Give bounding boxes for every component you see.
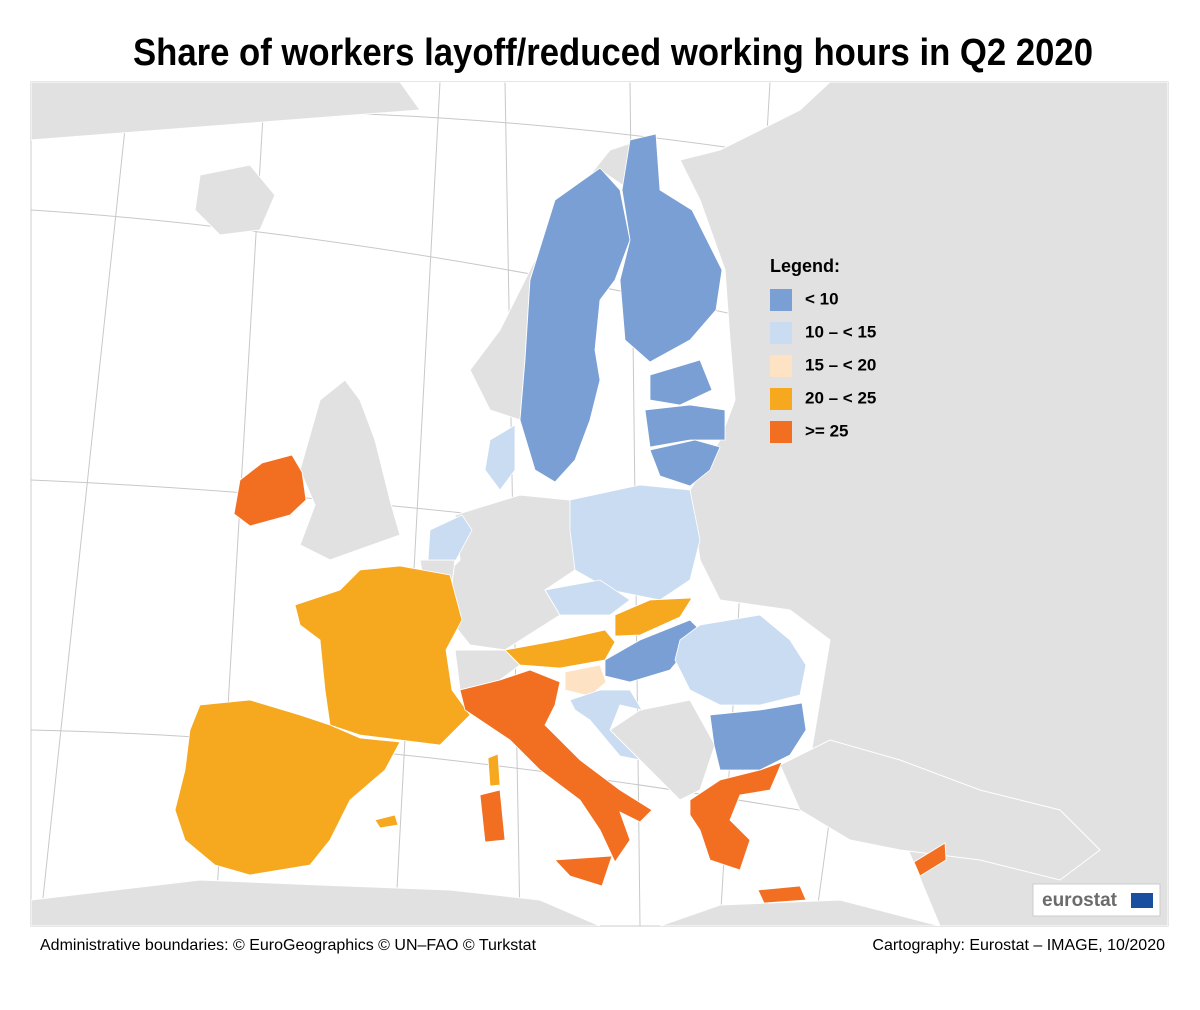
country (569, 484, 701, 601)
land (454, 649, 521, 691)
legend-swatch (770, 322, 792, 344)
country (484, 424, 516, 491)
country (569, 689, 643, 761)
map-frame (30, 81, 1169, 927)
country (913, 842, 947, 877)
legend-swatch (770, 421, 792, 443)
country (709, 702, 807, 771)
footer-left: Administrative boundaries: © EuroGeograp… (40, 937, 537, 954)
country (174, 699, 401, 876)
country (614, 597, 693, 637)
country (619, 133, 723, 363)
countries (174, 133, 947, 904)
legend-label: 10 – < 15 (805, 322, 876, 341)
base-map (31, 82, 1168, 926)
country (674, 614, 807, 706)
land (31, 879, 601, 926)
country (479, 789, 506, 843)
land (659, 899, 941, 926)
country (757, 885, 807, 904)
legend-label: 20 – < 25 (805, 388, 876, 407)
country (519, 167, 631, 483)
footer-right: Cartography: Eurostat – IMAGE, 10/2020 (872, 937, 1165, 954)
country (427, 514, 473, 561)
country (504, 629, 616, 669)
country (544, 579, 631, 616)
legend-swatch (770, 289, 792, 311)
legend-swatch (770, 388, 792, 410)
legend-label: 15 – < 20 (805, 355, 876, 374)
land (779, 739, 1101, 881)
land (194, 164, 276, 236)
legend-label: >= 25 (805, 421, 849, 440)
country (644, 404, 726, 448)
country (233, 454, 307, 527)
land (609, 699, 716, 801)
land (299, 379, 401, 561)
logo-text: eurostat (1042, 890, 1118, 911)
country (294, 565, 471, 746)
country (374, 814, 399, 829)
country (459, 669, 653, 863)
country (649, 359, 713, 406)
map-title: Share of workers layoff/reduced working … (133, 32, 1093, 74)
country (487, 753, 501, 787)
legend-label: < 10 (805, 289, 839, 308)
country (554, 855, 613, 887)
legend-swatch (770, 355, 792, 377)
logo: eurostat (1032, 883, 1161, 917)
eu-flag (1131, 893, 1153, 908)
legend-title: Legend: (770, 256, 840, 276)
country (649, 439, 721, 487)
land (31, 82, 421, 141)
country (564, 664, 607, 697)
legend: Legend: < 10 10 – < 15 15 – < 20 20 – < 25 >… (770, 256, 876, 443)
